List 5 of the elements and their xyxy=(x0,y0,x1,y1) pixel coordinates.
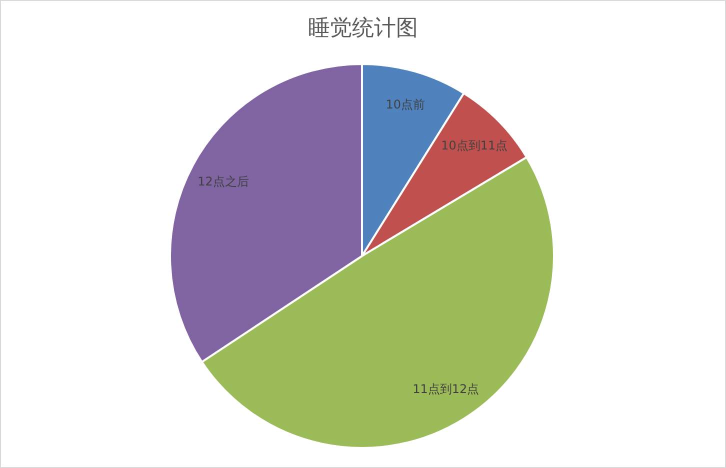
slice-label: 10点前 xyxy=(386,98,426,112)
chart-title: 睡觉统计图 xyxy=(308,16,418,41)
slice-label: 10点到11点 xyxy=(441,138,508,153)
slice-label: 12点之后 xyxy=(198,174,249,188)
slice-label: 11点到12点 xyxy=(412,382,480,396)
